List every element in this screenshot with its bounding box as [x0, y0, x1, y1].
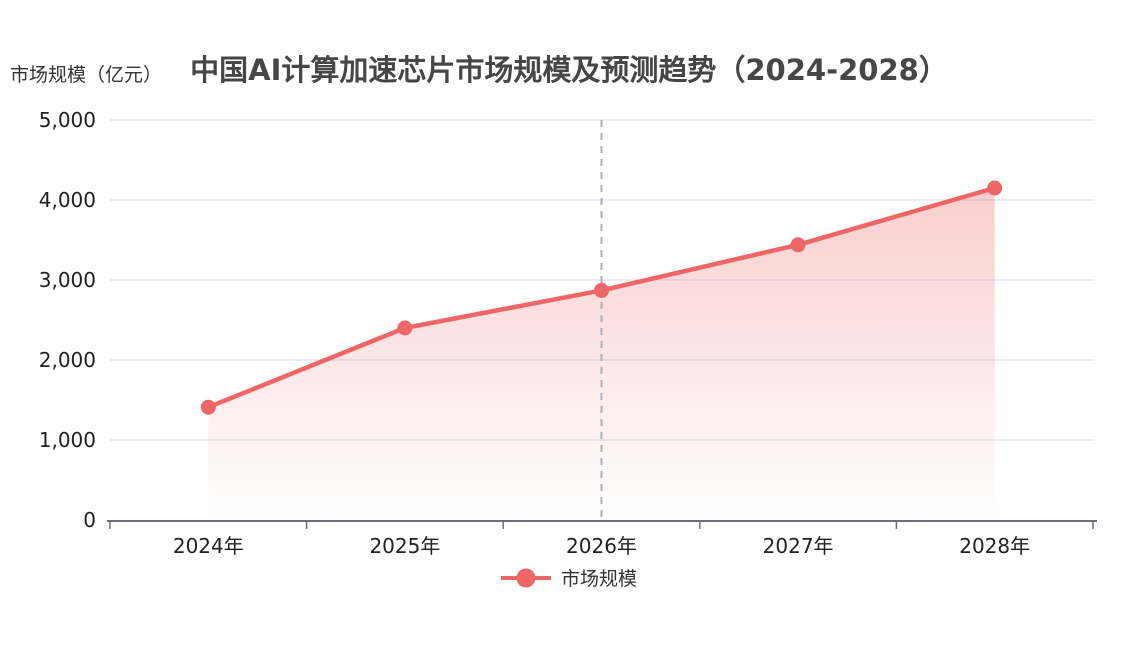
legend-label: 市场规模	[560, 568, 637, 590]
x-axis-label: 2026年	[566, 534, 637, 558]
y-axis-tick-label: 5,000	[39, 108, 96, 132]
y-axis-tick-label: 1,000	[39, 428, 96, 452]
data-point[interactable]	[397, 320, 413, 336]
x-axis-label: 2028年	[959, 534, 1030, 558]
data-point[interactable]	[790, 237, 806, 253]
data-point[interactable]	[200, 399, 216, 415]
y-axis-tick-label: 3,000	[39, 268, 96, 292]
y-axis-tick-label: 0	[83, 508, 96, 532]
chart-title: 中国AI计算加速芯片市场规模及预测趋势（2024-2028）	[190, 53, 948, 87]
legend-line-dot-icon	[500, 568, 551, 587]
x-axis-label: 2025年	[369, 534, 440, 558]
legend-dot-icon	[516, 568, 536, 587]
data-point[interactable]	[987, 180, 1003, 196]
legend-item-market-size[interactable]: 市场规模	[0, 564, 1138, 591]
y-axis-name: 市场规模（亿元）	[10, 64, 163, 86]
x-axis-label: 2027年	[763, 534, 834, 558]
y-axis-tick-label: 2,000	[39, 348, 96, 372]
y-axis-tick-label: 4,000	[39, 188, 96, 212]
x-axis-label: 2024年	[173, 534, 244, 558]
data-point[interactable]	[594, 282, 609, 298]
